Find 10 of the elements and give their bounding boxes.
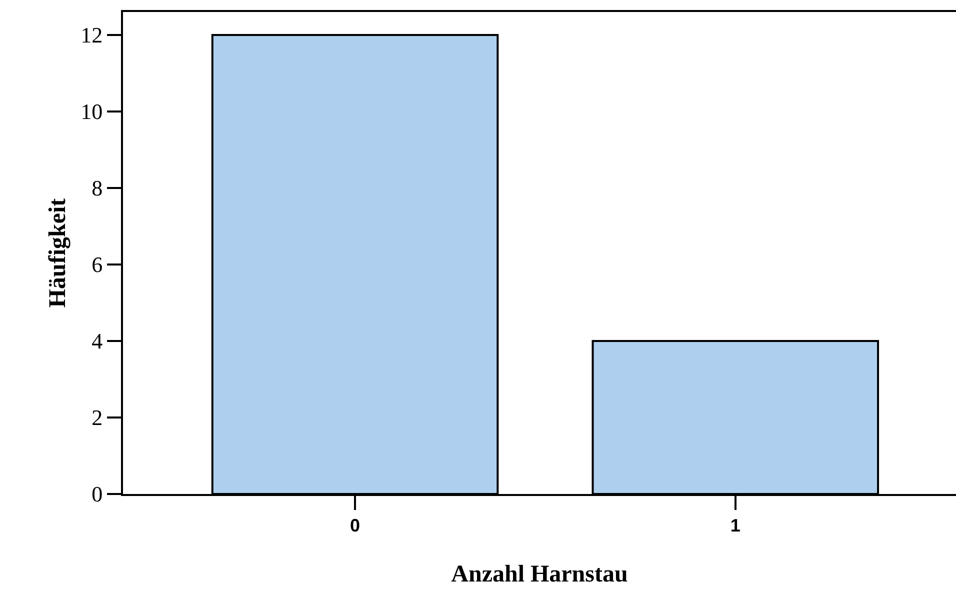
y-tick-label: 10 (80, 99, 103, 124)
y-tick-label: 0 (92, 482, 103, 507)
y-tick-label: 6 (92, 252, 103, 278)
y-tick-label: 12 (80, 22, 103, 48)
y-tick-label: 8 (92, 176, 103, 201)
y-tick-label: 2 (92, 405, 103, 430)
x-axis-title: Anzahl Harnstau (451, 561, 628, 588)
y-axis-title: Häufigkeit (45, 198, 72, 308)
x-tick-label: 1 (730, 516, 740, 536)
y-tick-label: 4 (92, 328, 103, 354)
